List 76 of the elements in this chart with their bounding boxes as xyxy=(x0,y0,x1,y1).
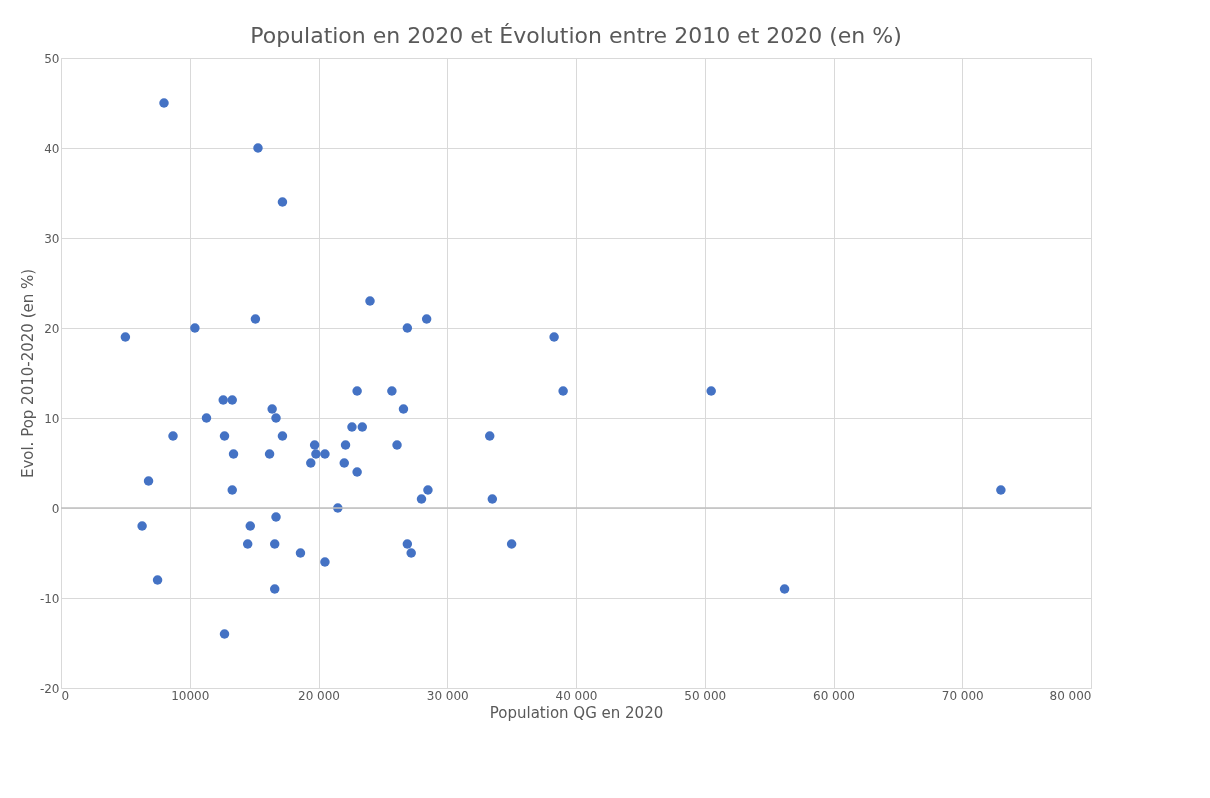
point xyxy=(219,431,230,441)
point xyxy=(253,143,263,153)
y-tick-label: 20 xyxy=(44,321,60,336)
point xyxy=(143,476,154,486)
point xyxy=(295,548,306,558)
point xyxy=(398,404,409,414)
x-tick-label: 40 000 xyxy=(555,688,598,703)
point xyxy=(271,512,281,522)
point xyxy=(306,458,316,468)
point xyxy=(779,584,790,594)
point xyxy=(190,323,200,333)
point xyxy=(406,548,416,558)
point xyxy=(311,449,321,459)
point xyxy=(365,296,375,306)
point xyxy=(159,98,169,108)
point xyxy=(264,449,275,459)
point xyxy=(219,629,230,639)
point xyxy=(228,449,239,459)
point xyxy=(269,584,280,594)
point xyxy=(402,539,413,549)
x-tick-label: 30 000 xyxy=(426,688,469,703)
point xyxy=(245,521,256,531)
point xyxy=(392,440,402,450)
point xyxy=(201,413,212,423)
y-tick-label: 0 xyxy=(51,501,60,516)
point xyxy=(152,575,163,585)
point xyxy=(352,386,362,396)
point xyxy=(506,539,517,549)
chart-title: Population en 2020 et Évolution entre 2010 et 2020 (en %) xyxy=(250,23,902,48)
y-tick-label: -10 xyxy=(39,591,60,606)
point xyxy=(339,458,349,468)
x-tick-label: 20 000 xyxy=(298,688,340,703)
y-tick-label: 30 xyxy=(44,231,60,246)
point xyxy=(549,332,559,342)
point xyxy=(269,539,280,549)
x-tick-label: 80 000 xyxy=(1049,688,1092,703)
x-axis-title: Population QG en 2020 xyxy=(489,703,664,722)
point xyxy=(277,431,288,441)
point xyxy=(227,395,237,405)
point xyxy=(277,197,288,207)
point xyxy=(387,386,397,396)
point xyxy=(250,314,261,324)
point xyxy=(416,494,427,504)
y-axis-title: Evol. Pop 2010-2020 (en %) xyxy=(18,268,37,479)
x-tick-label: 50 000 xyxy=(684,688,727,703)
point xyxy=(558,386,568,396)
point xyxy=(352,467,362,477)
point xyxy=(271,413,281,423)
x-tick-label: 10000 xyxy=(171,688,210,703)
point xyxy=(168,431,178,441)
point xyxy=(320,449,330,459)
x-tick-label: 0 xyxy=(61,688,70,703)
x-tick-label: 60 000 xyxy=(813,688,855,703)
point xyxy=(137,521,147,531)
point xyxy=(357,422,368,432)
point xyxy=(423,485,433,495)
point xyxy=(340,440,351,450)
point xyxy=(227,485,237,495)
y-tick-label: 50 xyxy=(44,51,60,66)
point xyxy=(309,440,320,450)
x-tick-label: 70 000 xyxy=(941,688,984,703)
point xyxy=(320,557,330,567)
point xyxy=(706,386,716,396)
point xyxy=(484,431,495,441)
point xyxy=(267,404,277,414)
y-tick-label: 40 xyxy=(44,141,60,156)
point xyxy=(218,395,228,405)
point xyxy=(487,494,498,504)
point xyxy=(402,323,413,333)
point xyxy=(421,314,432,324)
point xyxy=(996,485,1006,495)
y-tick-label: 10 xyxy=(44,411,60,426)
y-tick-label: -20 xyxy=(39,681,60,696)
point xyxy=(120,332,131,342)
point xyxy=(347,422,357,432)
point xyxy=(242,539,253,549)
